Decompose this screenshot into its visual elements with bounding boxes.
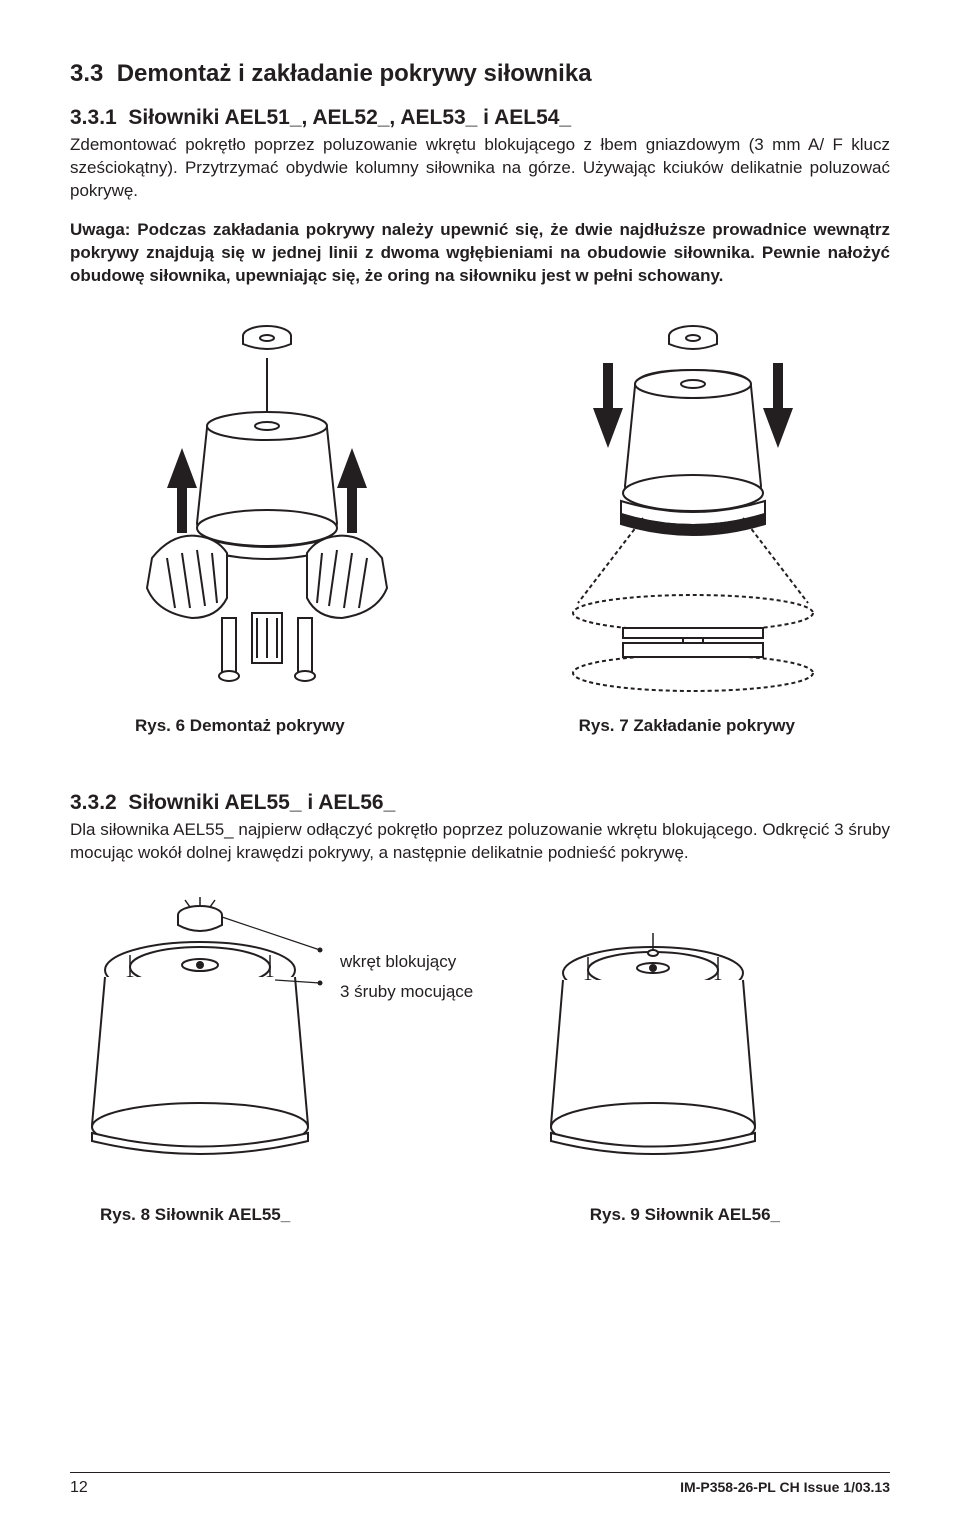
subsection-2-heading: 3.3.2 Siłowniki AEL55_ i AEL56_ [70, 791, 890, 815]
figure-row-8-9: wkręt blokujący 3 śruby mocujące [70, 895, 890, 1165]
section-title: Demontaż i zakładanie pokrywy siłownika [117, 60, 592, 87]
figure-8-labels: wkręt blokujący 3 śruby mocujące [340, 895, 473, 1165]
sub1-para1: Zdemontować pokrętło poprzez poluzowanie… [70, 134, 890, 203]
page-footer: 12 IM-P358-26-PL CH Issue 1/03.13 [70, 1472, 890, 1497]
figure-9-svg [533, 895, 773, 1165]
figure-7 [496, 318, 890, 698]
footer-page: 12 [70, 1479, 88, 1497]
footer-doc: IM-P358-26-PL CH Issue 1/03.13 [680, 1479, 890, 1497]
sub1-title: Siłowniki AEL51_, AEL52_, AEL53_ i AEL54… [128, 106, 571, 129]
figure-7-svg [523, 318, 863, 698]
fig7-caption: Rys. 7 Zakładanie pokrywy [579, 716, 795, 736]
sub2-number: 3.3.2 [70, 791, 117, 814]
fig6-caption: Rys. 6 Demontaż pokrywy [135, 716, 345, 736]
figure-row-6-7 [70, 318, 890, 698]
fig9-caption: Rys. 9 Siłownik AEL56_ [590, 1205, 780, 1225]
sub1-note: Uwaga: Podczas zakładania pokrywy należy… [70, 219, 890, 288]
section-heading: 3.3 Demontaż i zakładanie pokrywy siłown… [70, 60, 890, 88]
figure-6 [70, 318, 464, 698]
label-screw: wkręt blokujący [340, 947, 473, 978]
figure-8-svg [70, 895, 330, 1165]
fig8-caption: Rys. 8 Siłownik AEL55_ [100, 1205, 290, 1225]
caption-row-8-9: Rys. 8 Siłownik AEL55_ Rys. 9 Siłownik A… [70, 1205, 890, 1225]
sub2-para1: Dla siłownika AEL55_ najpierw odłączyć p… [70, 819, 890, 865]
section-number: 3.3 [70, 60, 103, 87]
sub2-title: Siłowniki AEL55_ i AEL56_ [128, 791, 395, 814]
caption-row-6-7: Rys. 6 Demontaż pokrywy Rys. 7 Zakładani… [70, 716, 890, 736]
sub1-number: 3.3.1 [70, 106, 117, 129]
label-bolts: 3 śruby mocujące [340, 977, 473, 1008]
figure-6-svg [97, 318, 437, 698]
figure-9 [533, 895, 773, 1165]
subsection-1-heading: 3.3.1 Siłowniki AEL51_, AEL52_, AEL53_ i… [70, 106, 890, 130]
